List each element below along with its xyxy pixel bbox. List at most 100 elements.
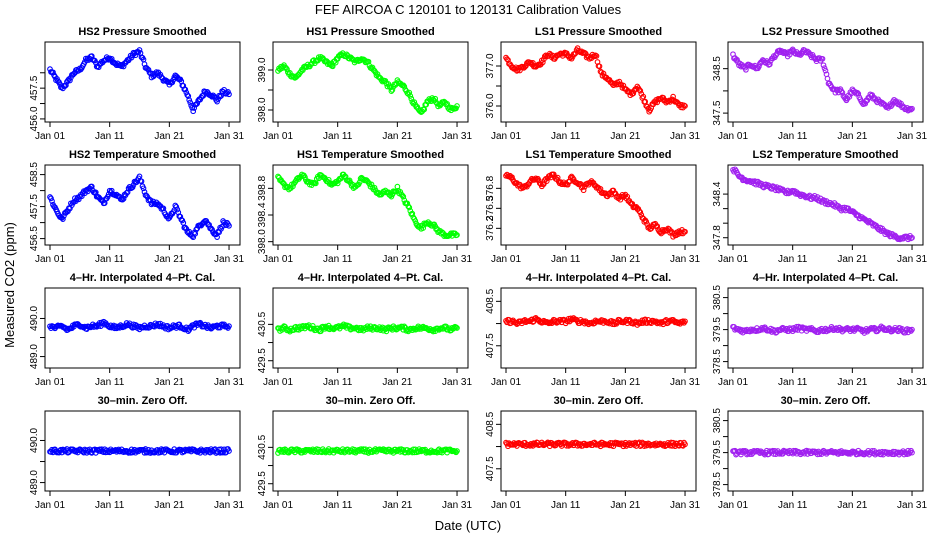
x-tick-label: Jan 01 (491, 131, 521, 142)
data-series (47, 318, 232, 334)
data-point (845, 450, 852, 457)
x-tick-label: Jan 21 (837, 131, 867, 142)
panel-frame (272, 410, 469, 492)
data-point (908, 106, 914, 113)
chart-panel: 4–Hr. Interpolated 4–Pt. Cal. Jan 01 Jan 1… (485, 272, 700, 388)
data-point (448, 230, 454, 237)
y-tick-label: 429.5 (257, 471, 268, 496)
x-tick-label: Jan 01 (263, 377, 293, 388)
chart-panel: 4–Hr. Interpolated 4–Pt. Cal. Jan 01 Jan 1… (257, 272, 472, 388)
y-tick-label: 380.5 (712, 285, 723, 310)
y-tick-label: 430.5 (257, 434, 268, 459)
data-point (820, 62, 827, 69)
x-tick-label: Jan 11 (551, 500, 581, 511)
data-point (411, 99, 418, 105)
x-tick-label: Jan 11 (323, 131, 353, 142)
data-point (539, 59, 546, 66)
data-point (855, 90, 862, 97)
y-tick-label: 379.5 (712, 440, 723, 465)
y-tick-label: 348.5 (712, 56, 723, 81)
data-point (412, 218, 419, 224)
data-point (432, 95, 439, 102)
y-tick-label: 407.5 (485, 456, 496, 481)
chart-panel: HS2 Pressure Smoothed Jan 01 Jan 11 Jan 21 J… (29, 26, 244, 142)
y-tick-label: 399.0 (257, 57, 268, 82)
x-tick-label: Jan 11 (95, 254, 125, 265)
data-series (47, 446, 232, 456)
data-point (509, 174, 515, 181)
chart-panel: HS1 Temperature Smoothed Jan 01 Jan 11 Jan … (257, 149, 472, 265)
y-tick-label: 408.5 (485, 288, 496, 313)
data-point (854, 89, 861, 96)
data-point (67, 77, 73, 84)
data-series (730, 166, 915, 243)
panel-frame (500, 410, 697, 492)
x-axis-label: Date (UTC) (435, 518, 501, 533)
data-point (593, 53, 600, 59)
data-point (824, 75, 831, 82)
y-tick-label: 408.5 (485, 411, 496, 436)
data-series (503, 45, 688, 115)
chart-panel: LS2 Temperature Smoothed Jan 01 Jan 11 Jan … (712, 149, 927, 265)
data-point (405, 203, 412, 210)
data-point (409, 210, 416, 217)
data-point (408, 95, 415, 102)
x-tick-label: Jan 31 (897, 131, 927, 142)
data-series (730, 447, 915, 458)
data-point (839, 89, 846, 96)
y-tick-label: 490.0 (29, 428, 40, 453)
x-tick-label: Jan 21 (837, 254, 867, 265)
data-point (216, 92, 222, 99)
y-tick-label: 398.8 (257, 175, 268, 200)
data-point (734, 56, 740, 63)
data-point (321, 448, 328, 455)
y-tick-label: 379.5 (712, 317, 723, 342)
x-tick-label: Jan 01 (263, 500, 293, 511)
x-tick-label: Jan 21 (382, 500, 412, 511)
data-point (803, 193, 810, 200)
x-tick-label: Jan 31 (442, 254, 472, 265)
chart-panel: LS1 Pressure Smoothed Jan 01 Jan 11 Jan 21 J… (485, 26, 700, 142)
data-point (119, 196, 126, 203)
x-tick-label: Jan 31 (670, 500, 700, 511)
y-tick-label: 489.0 (29, 470, 40, 495)
y-tick-label: 429.5 (257, 348, 268, 373)
data-series (275, 50, 460, 115)
data-point (909, 234, 915, 241)
x-tick-label: Jan 11 (323, 254, 353, 265)
data-point (49, 198, 55, 204)
x-tick-label: Jan 11 (778, 377, 808, 388)
y-tick-label: 380.5 (712, 408, 723, 433)
data-point (766, 61, 773, 68)
x-tick-label: Jan 11 (323, 377, 353, 388)
data-point (637, 209, 644, 216)
data-series (503, 439, 688, 450)
data-point (400, 193, 407, 200)
x-tick-label: Jan 11 (551, 377, 581, 388)
chart-panel: 30–min. Zero Off. Jan 01 Jan 11 Jan 21 Jan 3… (29, 395, 244, 511)
data-point (844, 449, 851, 456)
panel-frame (500, 287, 697, 369)
data-point (407, 93, 414, 99)
data-point (454, 325, 460, 331)
data-point (334, 180, 341, 187)
data-point (546, 320, 553, 326)
data-point (401, 83, 408, 90)
data-point (284, 66, 290, 73)
panel-title: 4–Hr. Interpolated 4–Pt. Cal. (298, 272, 444, 284)
y-tick-label: 458.5 (29, 162, 40, 187)
x-tick-label: Jan 31 (897, 254, 927, 265)
data-point (776, 450, 783, 457)
chart-panel: 4–Hr. Interpolated 4–Pt. Cal. Jan 01 Jan 1… (29, 272, 244, 388)
panel-title: 30–min. Zero Off. (326, 395, 416, 407)
x-tick-label: Jan 21 (610, 500, 640, 511)
panel-frame (44, 287, 241, 369)
data-point (399, 192, 406, 199)
x-tick-label: Jan 01 (718, 254, 748, 265)
y-tick-label: 490.0 (29, 306, 40, 331)
data-point (226, 448, 232, 454)
x-tick-label: Jan 31 (442, 500, 472, 511)
data-point (50, 69, 56, 76)
data-point (443, 446, 449, 453)
x-tick-label: Jan 01 (35, 254, 65, 265)
